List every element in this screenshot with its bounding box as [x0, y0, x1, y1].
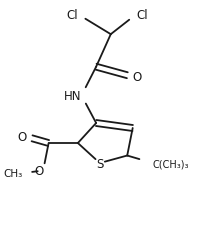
Text: O: O	[18, 131, 27, 144]
Text: O: O	[34, 164, 43, 177]
Text: CH₃: CH₃	[4, 168, 23, 178]
Text: C(CH₃)₃: C(CH₃)₃	[153, 159, 189, 168]
Text: Cl: Cl	[136, 9, 148, 22]
Text: S: S	[96, 157, 103, 170]
Text: Cl: Cl	[66, 9, 78, 22]
Text: HN: HN	[64, 90, 82, 103]
Text: O: O	[133, 71, 142, 84]
